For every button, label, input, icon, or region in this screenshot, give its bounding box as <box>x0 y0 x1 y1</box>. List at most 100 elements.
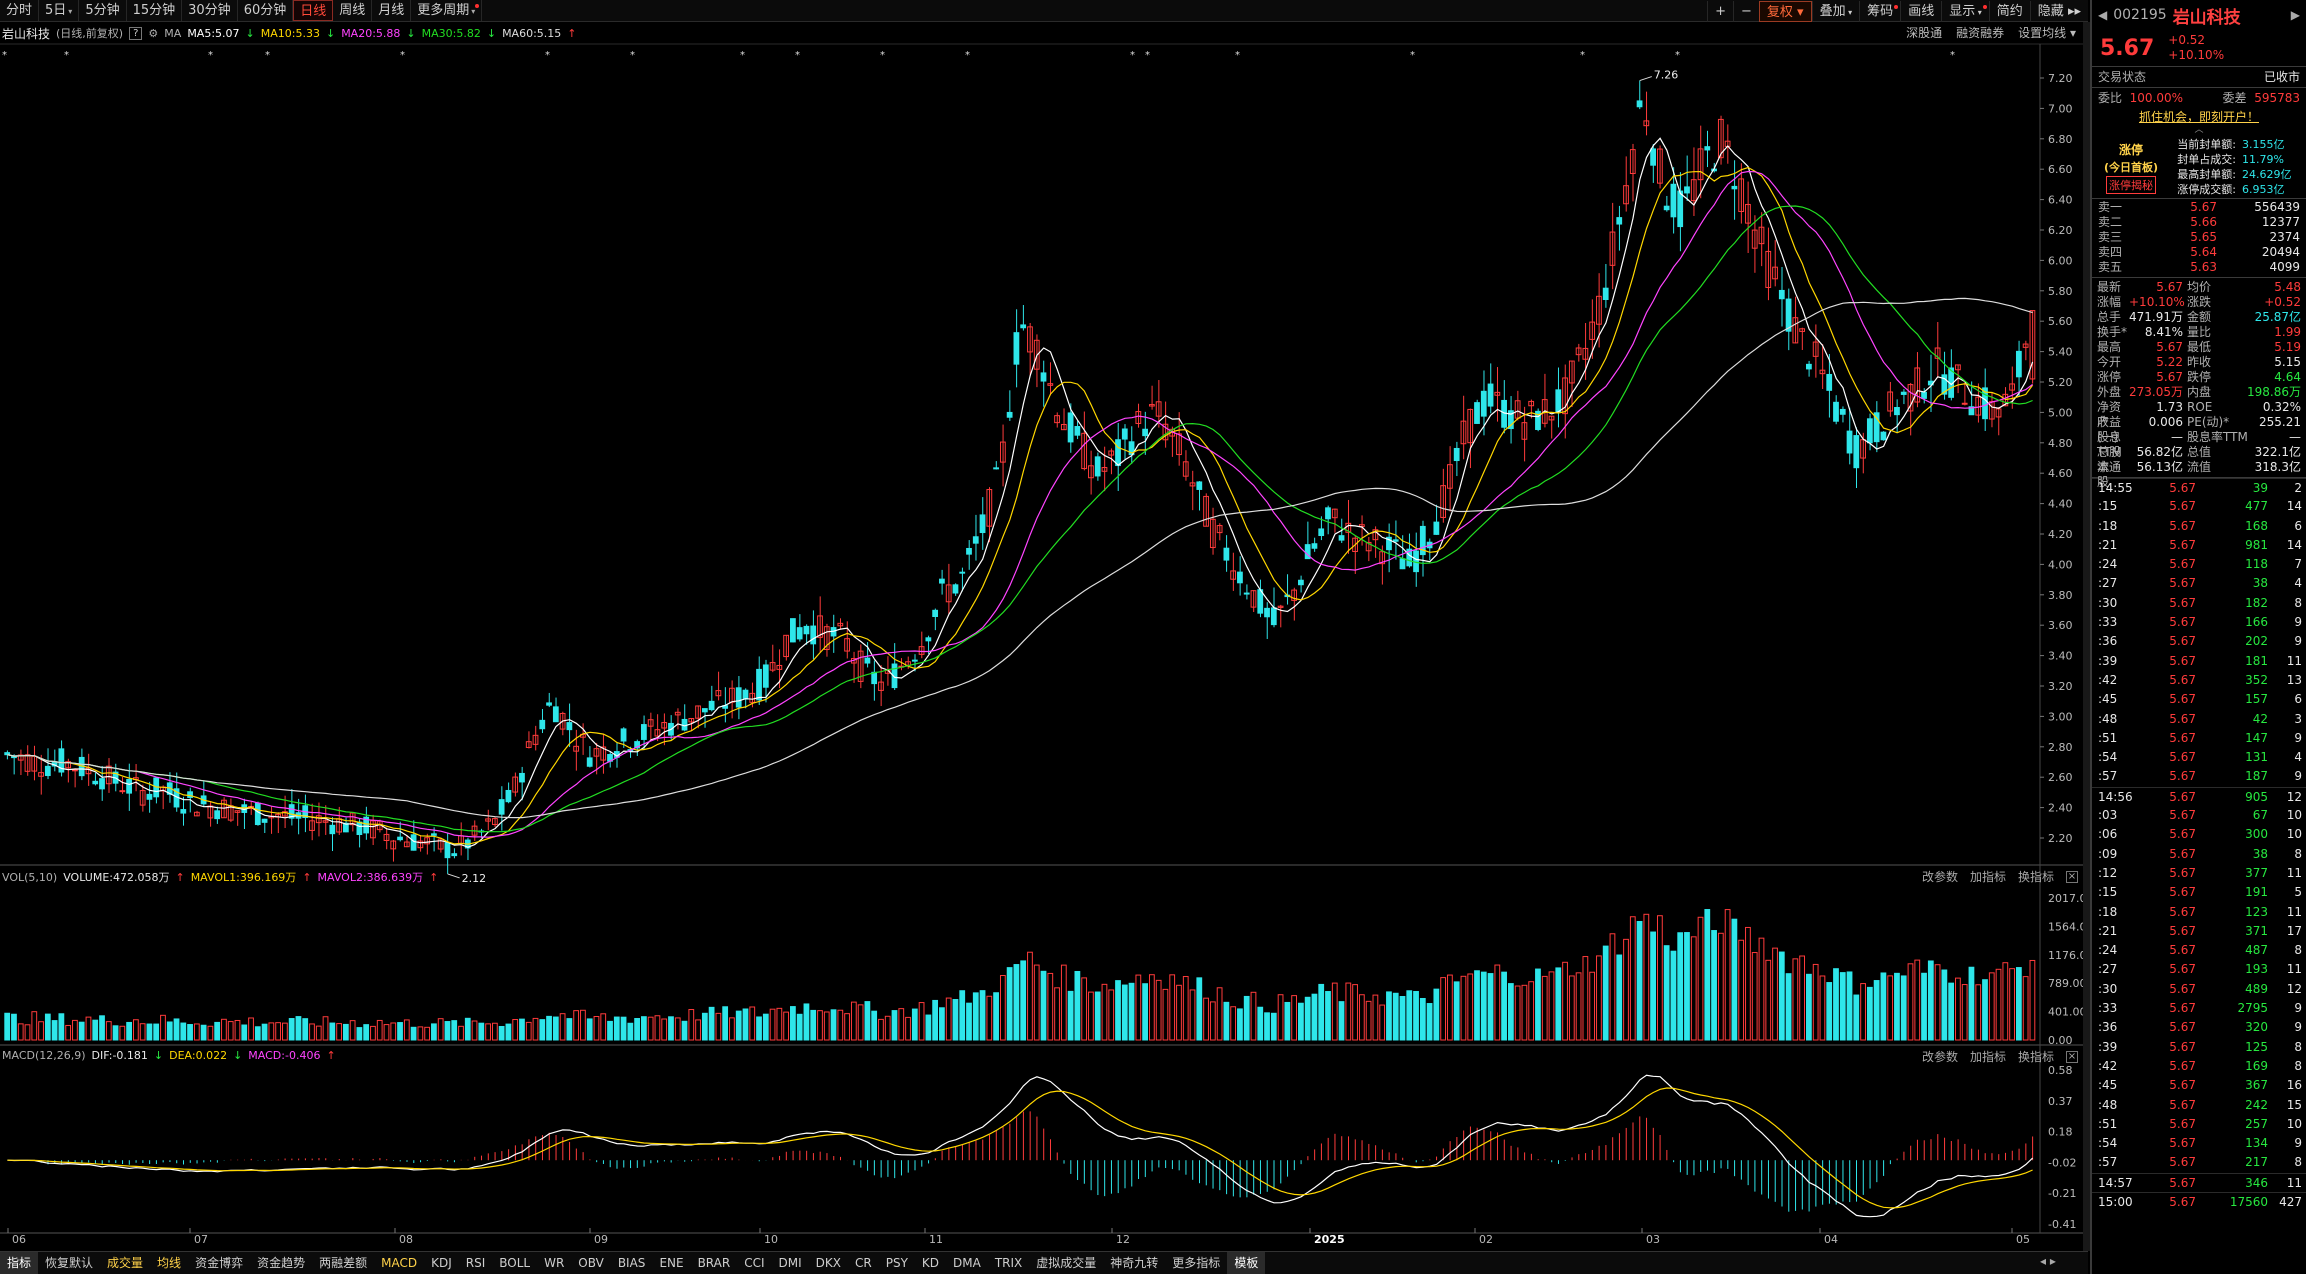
next-stock-icon[interactable]: ▶ <box>2290 8 2300 22</box>
tick-volume: 905 <box>2245 789 2268 804</box>
volume-bar <box>1575 972 1582 1041</box>
tab-indicator-6[interactable]: 两融差额 <box>319 1256 368 1270</box>
volume-bar <box>1690 936 1697 1041</box>
tab-period-2[interactable]: 5分钟 <box>79 0 127 21</box>
volume-bar <box>505 1023 512 1041</box>
ma-legend: 岩山科技 (日线,前复权) ? ⚙ MA MA5:5.07 ↓ MA10:5.33… <box>2 24 577 42</box>
tab-indicator-24[interactable]: 虚拟成交量 <box>1036 1256 1097 1270</box>
candle-body <box>1670 183 1677 218</box>
tab-indicator-5[interactable]: 资金趋势 <box>257 1256 306 1270</box>
tab-period-1[interactable]: 5日 ▾ <box>39 0 80 21</box>
zoom-in-button[interactable]: + <box>1707 0 1733 22</box>
tab-indicator-16[interactable]: CCI <box>744 1256 765 1270</box>
quote-stock-name: 岩山科技 <box>2172 7 2241 28</box>
tab-indicator-8[interactable]: KDJ <box>431 1256 452 1270</box>
tab-indicator-9[interactable]: RSI <box>465 1256 486 1270</box>
tab-period-3[interactable]: 15分钟 <box>127 0 183 21</box>
collapse-icon[interactable]: ︿ <box>2194 125 2204 135</box>
tab-indicator-7[interactable]: MACD <box>381 1256 418 1270</box>
tab-indicator-17[interactable]: DMI <box>778 1256 802 1270</box>
tab-indicator-23[interactable]: TRIX <box>994 1256 1023 1270</box>
tab-indicator-22[interactable]: DMA <box>953 1256 981 1270</box>
volume-bar <box>634 1018 640 1041</box>
candle-body <box>573 745 580 752</box>
tab-indicator-19[interactable]: CR <box>855 1256 872 1270</box>
price-axis-label: 2.80 <box>2048 741 2073 754</box>
jianyue-button[interactable]: 简约 <box>1988 0 2030 22</box>
volume-bar <box>2009 968 2015 1041</box>
tab-indicator-26[interactable]: 更多指标 <box>1172 1256 1221 1270</box>
arrow-down-icon: ↓ <box>406 26 416 40</box>
yincang-button[interactable]: 隐藏 ▸▸ <box>2029 0 2088 22</box>
tab-scroll-arrows[interactable]: ◂ ▸ <box>2040 1254 2056 1268</box>
macd-jiazhibiao-link[interactable]: 加指标 <box>1969 1050 2006 1064</box>
close-icon[interactable]: × <box>2066 1050 2078 1063</box>
ma-settings-link[interactable]: 设置均线 ▾ <box>2018 26 2076 40</box>
tab-indicator-12[interactable]: OBV <box>578 1256 604 1270</box>
ma-label: MA <box>164 26 182 40</box>
order-book-row: 卖五 5.63 4099 <box>2092 260 2306 275</box>
chart-qualifier: (日线,前复权) <box>56 27 124 40</box>
candle-body <box>1656 148 1663 184</box>
chart-scrollbar[interactable] <box>2083 22 2090 1251</box>
macd-gaicanshu-link[interactable]: 改参数 <box>1921 1050 1958 1064</box>
tab-indicator-13[interactable]: BIAS <box>617 1256 646 1270</box>
tab-period-9[interactable]: 更多周期 ▾ <box>411 0 483 21</box>
tick-price: 5.67 <box>2169 846 2196 861</box>
prev-stock-icon[interactable]: ◀ <box>2098 8 2108 22</box>
vol-jiazhibiao-link[interactable]: 加指标 <box>1969 870 2006 884</box>
tab-period-0[interactable]: 分时 <box>0 0 40 21</box>
huaxian-button[interactable]: 画线 <box>1900 0 1941 22</box>
tick-price: 5.67 <box>2169 692 2196 707</box>
tab-indicator-3[interactable]: 均线 <box>157 1256 182 1270</box>
tab-indicator-10[interactable]: BOLL <box>499 1256 531 1270</box>
gear-icon[interactable]: ⚙ <box>148 26 159 40</box>
tab-period-5[interactable]: 60分钟 <box>238 0 294 21</box>
fuquan-button[interactable]: 复权 ▾ <box>1758 0 1812 22</box>
rongzi-link[interactable]: 融资融券 <box>1956 26 2005 40</box>
tab-indicator-18[interactable]: DKX <box>815 1256 841 1270</box>
tab-indicator-0[interactable]: 指标 <box>0 1252 39 1274</box>
tab-period-4[interactable]: 30分钟 <box>182 0 238 21</box>
chouma-button[interactable]: 筹码 <box>1859 0 1900 22</box>
volume-bar <box>1555 967 1562 1041</box>
candle-body <box>1663 205 1670 211</box>
kline-chart[interactable]: 7.20 7.00 6.80 6.60 6.40 6.20 6.00 5.80 5.60 5.40… <box>0 0 2083 1251</box>
candle-body <box>1298 579 1304 586</box>
volume-bar <box>424 1026 431 1041</box>
order-book-row: 卖一 5.67 556439 <box>2092 200 2306 215</box>
volume-bar <box>241 1024 248 1041</box>
volume-bar <box>1819 975 1826 1041</box>
status-label: 交易状态 <box>2098 69 2147 84</box>
tab-indicator-25[interactable]: 神奇九转 <box>1110 1256 1159 1270</box>
tab-period-7[interactable]: 周线 <box>333 0 373 21</box>
vol-huanzhibiao-link[interactable]: 换指标 <box>2017 870 2054 884</box>
help-icon[interactable]: ? <box>129 26 143 40</box>
tab-period-6[interactable]: 日线 <box>293 0 334 21</box>
tab-period-8[interactable]: 月线 <box>372 0 412 21</box>
candle-body <box>634 741 640 749</box>
zoom-out-button[interactable]: − <box>1733 0 1759 22</box>
tab-indicator-14[interactable]: ENE <box>659 1256 684 1270</box>
tab-indicator-15[interactable]: BRAR <box>697 1256 731 1270</box>
macd-huanzhibiao-link[interactable]: 换指标 <box>2017 1050 2054 1064</box>
tab-indicator-1[interactable]: 恢复默认 <box>45 1256 94 1270</box>
tab-indicator-20[interactable]: PSY <box>885 1256 908 1270</box>
open-account-promo[interactable]: 抓住机会，即刻开户！ <box>2138 110 2259 124</box>
tab-indicator-4[interactable]: 资金博弈 <box>195 1256 244 1270</box>
close-icon[interactable]: × <box>2066 870 2078 883</box>
volume-bar <box>952 999 959 1041</box>
shengutong-link[interactable]: 深股通 <box>1906 26 1943 40</box>
xianshi-button[interactable]: 显示 ▾ <box>1941 0 1989 22</box>
tab-indicator-11[interactable]: WR <box>544 1256 565 1270</box>
volume-bar <box>749 1006 756 1041</box>
candle-body <box>1108 450 1115 456</box>
tab-indicator-21[interactable]: KD <box>921 1256 940 1270</box>
tab-indicator-27[interactable]: 模板 <box>1227 1252 1266 1274</box>
limit-up-link[interactable]: 涨停揭秘 <box>2106 175 2156 194</box>
tab-indicator-2[interactable]: 成交量 <box>107 1256 144 1270</box>
diejia-button[interactable]: 叠加 ▾ <box>1811 0 1860 22</box>
vol-gaicanshu-link[interactable]: 改参数 <box>1921 870 1958 884</box>
volume-bar <box>729 1017 735 1041</box>
price-axis-label: 4.80 <box>2048 437 2073 450</box>
